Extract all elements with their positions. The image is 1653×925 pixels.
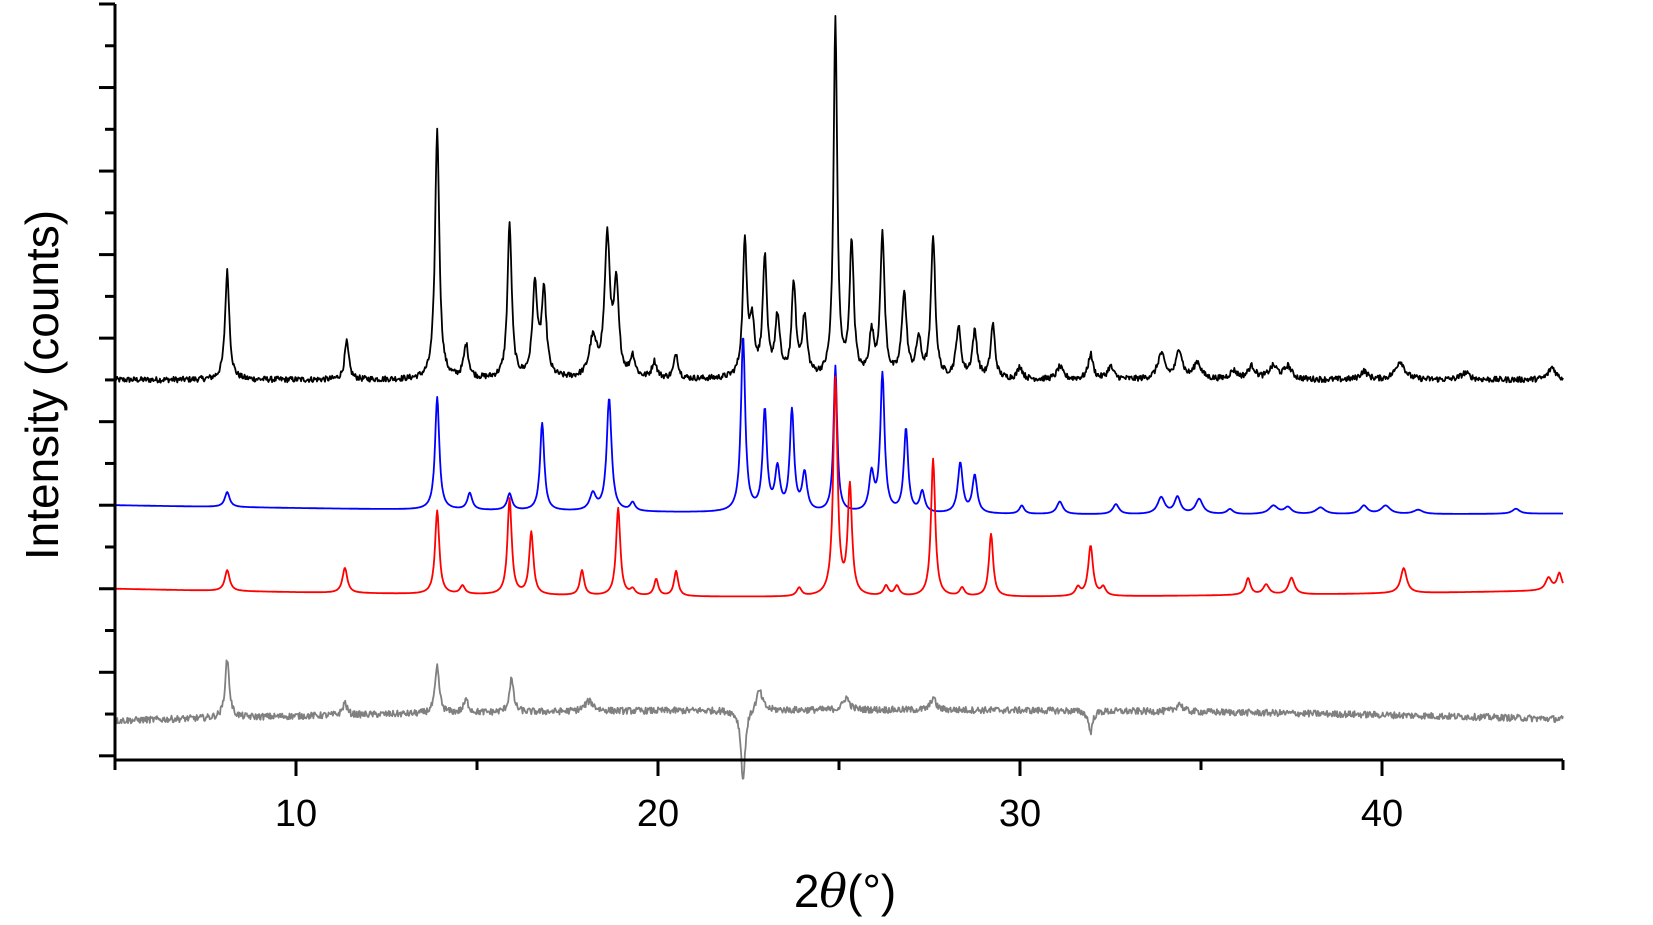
x-axis-title-prefix: 2 [794,865,820,917]
x-tick-label: 40 [1361,793,1403,835]
labels-layer: 10 20 30 40 [275,793,1403,835]
x-tick-label: 10 [275,793,317,835]
x-axis-title: 2θ(°) [794,864,896,918]
series-line-1 [114,15,1564,384]
x-axis-title-unit: (°) [847,865,896,917]
series-line-2 [114,337,1564,515]
x-tick-label: 30 [999,793,1041,835]
x-axis-title-symbol: θ [819,864,847,918]
axes-layer [99,2,1565,776]
series-line-3 [114,375,1564,598]
y-axis-title: Intensity (counts) [16,210,68,560]
x-tick-label: 20 [637,793,679,835]
series-line-4 [114,659,1564,780]
series-layer [114,15,1564,780]
